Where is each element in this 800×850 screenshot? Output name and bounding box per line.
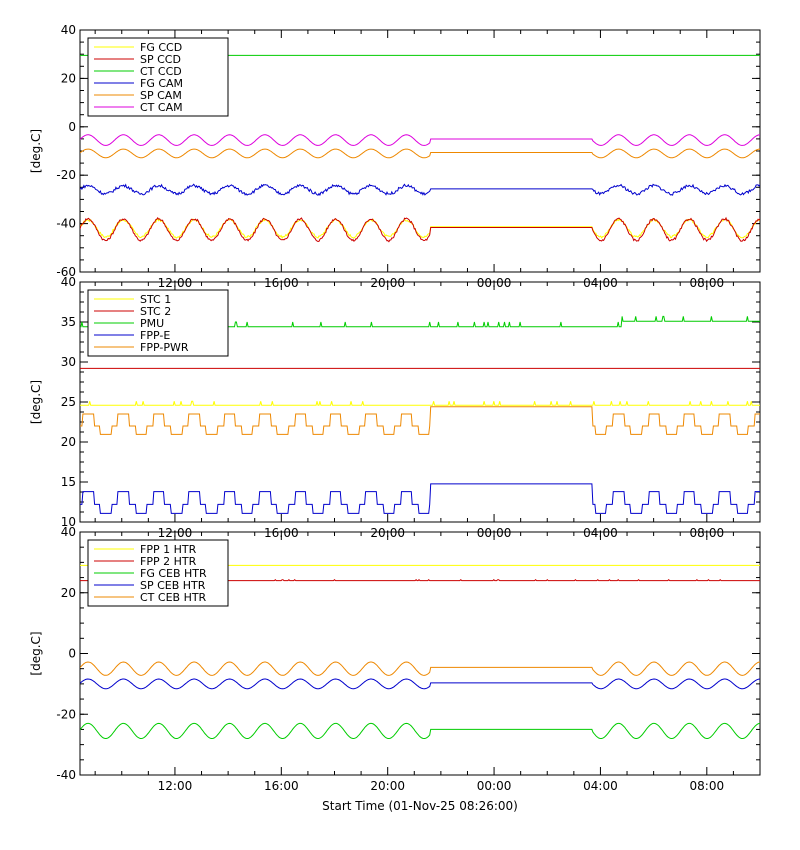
y-tick-label: 25	[61, 395, 76, 409]
legend-label: STC 2	[140, 305, 171, 318]
x-tick-label: 20:00	[370, 779, 405, 793]
legend-label: PMU	[140, 317, 164, 330]
legend-box	[87, 37, 229, 117]
x-tick-label: 08:00	[690, 779, 725, 793]
y-tick-label: 15	[61, 475, 76, 489]
legend-label: FPP-E	[140, 329, 170, 342]
legend-label: FPP-PWR	[140, 341, 189, 354]
x-tick-label: 16:00	[264, 779, 299, 793]
legend-label: FG CEB HTR	[140, 567, 207, 580]
series-line	[80, 216, 760, 243]
legend-label: CT CCD	[140, 65, 182, 78]
y-tick-label: -40	[56, 768, 76, 782]
x-axis-title: Start Time (01-Nov-25 08:26:00)	[322, 799, 518, 813]
y-tick-label: -20	[56, 168, 76, 182]
legend-label: FG CAM	[140, 77, 183, 90]
series-line	[80, 183, 760, 197]
y-tick-label: 10	[61, 515, 76, 529]
y-tick-label: 40	[61, 23, 76, 37]
y-tick-label: 20	[61, 586, 76, 600]
series-line	[80, 400, 760, 406]
y-tick-label: 20	[61, 435, 76, 449]
series-line	[80, 406, 760, 435]
series-line	[80, 722, 760, 740]
y-tick-label: -20	[56, 707, 76, 721]
y-tick-label: 40	[61, 525, 76, 539]
legend-label: FPP 2 HTR	[140, 555, 197, 568]
legend-label: STC 1	[140, 293, 171, 306]
y-tick-label: -40	[56, 217, 76, 231]
legend-label: FG CCD	[140, 41, 182, 54]
y-tick-label: 35	[61, 315, 76, 329]
panel-3: 40 20 0 -20 -40 12:00 16:00 20:00 00:00 04:00 08:0…	[29, 525, 761, 793]
y-tick-label: 0	[68, 647, 76, 661]
legend-label: FPP 1 HTR	[140, 543, 197, 556]
legend-label: SP CEB HTR	[140, 579, 206, 592]
y-axis-label: [deg.C]	[29, 380, 43, 424]
series-line	[80, 661, 760, 676]
series-line	[80, 483, 760, 514]
legend-label: SP CCD	[140, 53, 181, 66]
series-line	[80, 678, 760, 690]
chart-panels: 40 20 0 -20 -40 -60 12:00 16:00 20:00 00:00 04:00 0…	[29, 23, 761, 793]
y-tick-label: -60	[56, 265, 76, 279]
legend-label: CT CAM	[140, 101, 183, 114]
x-tick-label: 04:00	[583, 779, 618, 793]
legend-label: CT CEB HTR	[140, 591, 207, 604]
y-tick-label: 30	[61, 355, 76, 369]
y-tick-label: 0	[68, 120, 76, 134]
legend-label: SP CAM	[140, 89, 182, 102]
series-line	[80, 134, 760, 146]
y-tick-label: 20	[61, 71, 76, 85]
x-tick-label: 12:00	[158, 779, 193, 793]
series-line	[80, 148, 760, 159]
y-tick-label: 40	[61, 275, 76, 289]
y-axis-label: [deg.C]	[29, 129, 43, 173]
x-tick-label: 00:00	[477, 779, 512, 793]
y-axis-label: [deg.C]	[29, 631, 43, 675]
